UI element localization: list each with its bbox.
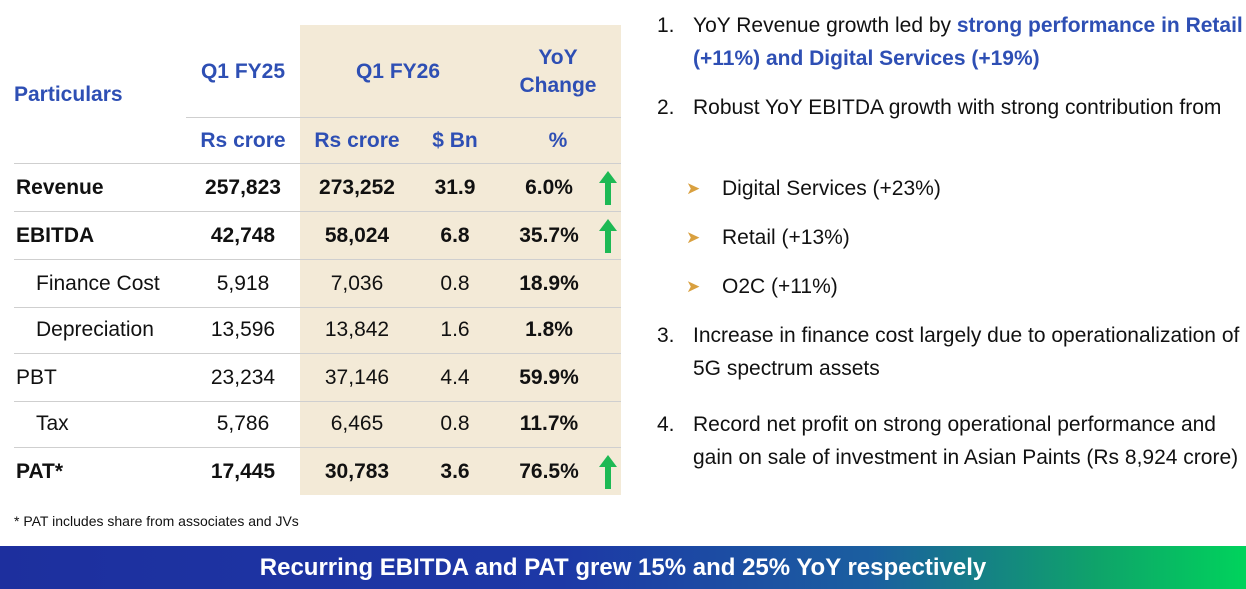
unit-rs-crore-fy25: Rs crore (200, 129, 286, 152)
cell-tax-fy26: 6,465 (330, 412, 384, 435)
cell-revenue-yoy: 6.0% (525, 176, 573, 199)
row-divider (14, 401, 621, 402)
cell-pat-fy25: 17,445 (210, 460, 276, 483)
cell-depreciation-yoy: 1.8% (525, 318, 573, 341)
row-label-pat: PAT* (16, 460, 64, 483)
q1fy26-highlight (300, 25, 621, 495)
row-label-ebitda: EBITDA (16, 224, 95, 247)
footnote: * PAT includes share from associates and… (14, 513, 299, 529)
row-divider (14, 211, 621, 212)
point-text: Increase in finance cost largely due to … (693, 324, 1240, 380)
point-number: 2. (657, 96, 675, 119)
row-divider (14, 353, 621, 354)
cell-depreciation-fy26: 13,842 (324, 318, 390, 341)
cell-pat-usd: 3.6 (440, 460, 470, 483)
chevron-right-icon: ➤ (686, 228, 701, 247)
cell-ebitda-fy26: 58,024 (324, 224, 390, 247)
cell-ebitda-fy25: 42,748 (210, 224, 276, 247)
header-divider (186, 117, 621, 118)
chevron-right-icon: ➤ (686, 179, 701, 198)
cell-pbt-yoy: 59.9% (519, 366, 579, 389)
unit-percent: % (548, 129, 568, 152)
cell-pbt-usd: 4.4 (440, 366, 470, 389)
point-text: Record net profit on strong operational … (693, 413, 1239, 469)
cell-tax-usd: 0.8 (440, 412, 470, 435)
cell-pat-fy26: 30,783 (324, 460, 390, 483)
header-q1fy25: Q1 FY25 (200, 60, 286, 83)
cell-finance-cost-fy25: 5,918 (216, 272, 270, 295)
cell-tax-fy25: 5,786 (216, 412, 270, 435)
point-number: 4. (657, 413, 675, 436)
row-label-finance-cost: Finance Cost (36, 272, 160, 295)
financial-table: Particulars Q1 FY25 Q1 FY26 YoY Change R… (14, 25, 621, 495)
cell-tax-yoy: 11.7% (519, 412, 579, 435)
unit-usd-bn: $ Bn (432, 129, 478, 152)
cell-revenue-fy25: 257,823 (205, 176, 281, 199)
row-divider (14, 447, 621, 448)
row-divider (14, 163, 621, 164)
cell-revenue-fy26: 273,252 (319, 176, 395, 199)
unit-rs-crore-fy26: Rs crore (314, 129, 400, 152)
up-arrow-icon (599, 219, 617, 253)
point-text: Robust YoY EBITDA growth with strong con… (693, 96, 1222, 119)
header-q1fy26: Q1 FY26 (355, 60, 441, 83)
row-divider (14, 259, 621, 260)
point-number: 1. (657, 14, 675, 37)
cell-pbt-fy25: 23,234 (210, 366, 276, 389)
summary-banner: Recurring EBITDA and PAT grew 15% and 25… (0, 546, 1246, 589)
up-arrow-icon (599, 171, 617, 205)
chevron-right-icon: ➤ (686, 277, 701, 296)
cell-depreciation-fy25: 13,596 (210, 318, 276, 341)
up-arrow-icon (599, 455, 617, 489)
row-label-tax: Tax (36, 412, 69, 435)
cell-revenue-usd: 31.9 (434, 176, 476, 199)
cell-finance-cost-fy26: 7,036 (330, 272, 384, 295)
header-particulars: Particulars (14, 83, 123, 106)
point-number: 3. (657, 324, 675, 347)
cell-pat-yoy: 76.5% (519, 460, 579, 483)
cell-finance-cost-yoy: 18.9% (519, 272, 579, 295)
row-divider (14, 307, 621, 308)
cell-ebitda-yoy: 35.7% (519, 224, 579, 247)
row-label-depreciation: Depreciation (36, 318, 154, 341)
cell-depreciation-usd: 1.6 (440, 318, 470, 341)
row-label-pbt: PBT (16, 366, 57, 389)
point-text: YoY Revenue growth led by strong perform… (693, 14, 1243, 70)
cell-finance-cost-usd: 0.8 (440, 272, 470, 295)
cell-ebitda-usd: 6.8 (440, 224, 470, 247)
cell-pbt-fy26: 37,146 (324, 366, 390, 389)
header-yoy-change: YoY Change (519, 46, 597, 97)
row-label-revenue: Revenue (16, 176, 104, 199)
